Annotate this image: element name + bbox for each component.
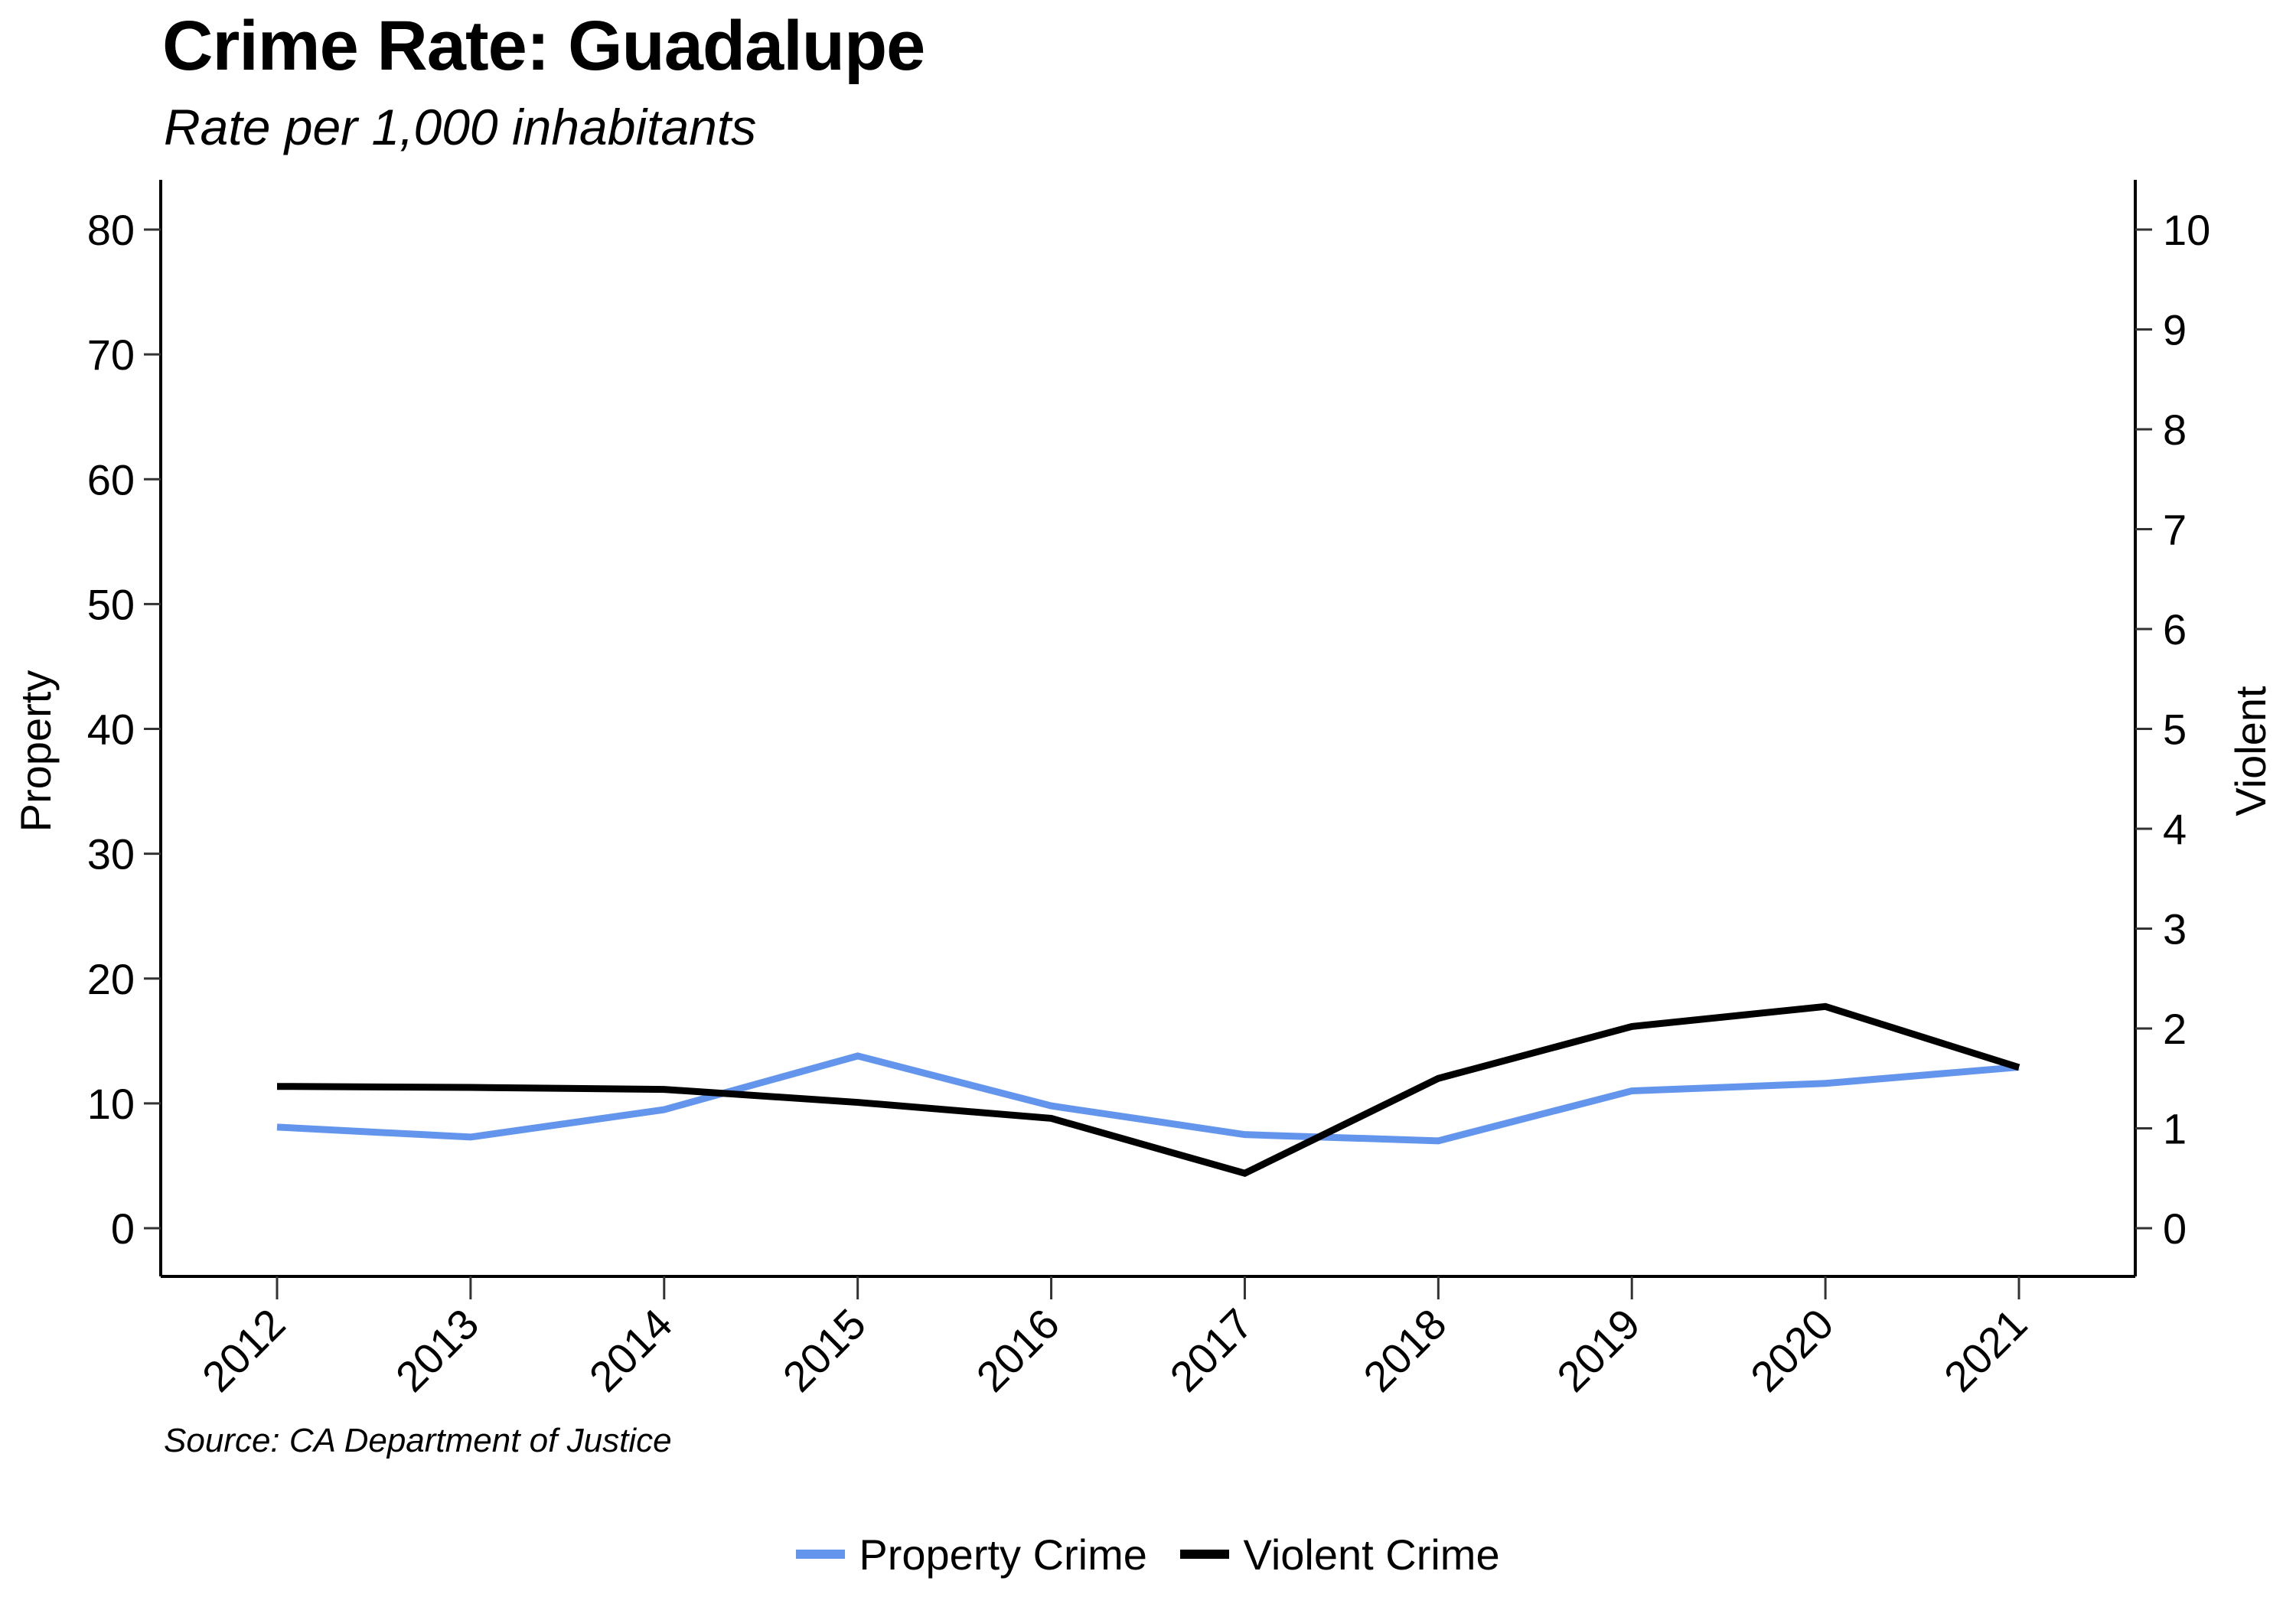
right-tick-label: 5	[2163, 706, 2187, 754]
right-tick-label: 2	[2163, 1005, 2187, 1053]
x-tick-label: 2021	[1935, 1299, 2037, 1401]
right-axis-title: Violent	[2226, 686, 2275, 817]
x-tick-label: 2020	[1741, 1299, 1843, 1401]
right-tick-label: 3	[2163, 905, 2187, 953]
legend-swatch-violent	[1180, 1550, 1230, 1559]
right-tick-label: 9	[2163, 306, 2187, 354]
axes: 0 10 20 30 40 50 60 70 80 0 1 2 3 4 5 6 7 8 9 10 2012 2013 201…	[11, 180, 2275, 1401]
left-tick-label: 0	[111, 1204, 135, 1253]
legend-swatch-property	[796, 1550, 846, 1559]
legend-label-property: Property Crime	[859, 1530, 1147, 1579]
left-tick-label: 60	[87, 455, 135, 504]
x-tick-label: 2019	[1548, 1299, 1649, 1401]
x-tick-label: 2017	[1160, 1299, 1262, 1401]
x-tick-label: 2014	[580, 1299, 682, 1401]
legend: Property Crime Violent Crime	[0, 1519, 2296, 1579]
violent-crime-line	[276, 1002, 2020, 1178]
right-tick-label: 7	[2163, 506, 2187, 554]
left-tick-label: 50	[87, 580, 135, 628]
x-tick-label: 2012	[193, 1299, 295, 1401]
right-tick-label: 1	[2163, 1105, 2187, 1153]
left-tick-label: 70	[87, 331, 135, 379]
chart-title: Crime Rate: Guadalupe	[162, 7, 925, 85]
legend-label-violent: Violent Crime	[1243, 1530, 1500, 1579]
left-tick-label: 10	[87, 1080, 135, 1128]
x-tick-label: 2013	[386, 1299, 488, 1401]
right-tick-label: 4	[2163, 805, 2187, 853]
right-tick-label: 8	[2163, 406, 2187, 454]
property-crime-line	[276, 1052, 2020, 1145]
right-tick-label: 0	[2163, 1204, 2187, 1253]
series-lines	[276, 1002, 2020, 1178]
left-tick-label: 30	[87, 830, 135, 878]
x-tick-label: 2015	[774, 1299, 876, 1401]
source-note: Source: CA Department of Justice	[164, 1422, 672, 1459]
left-tick-label: 40	[87, 706, 135, 754]
left-axis-title: Property	[11, 670, 60, 833]
x-tick-label: 2016	[967, 1299, 1068, 1401]
legend-item-property: Property Crime	[796, 1530, 1147, 1579]
chart-subtitle: Rate per 1,000 inhabitants	[164, 99, 757, 155]
left-tick-label: 80	[87, 206, 135, 254]
left-tick-label: 20	[87, 955, 135, 1003]
legend-item-violent: Violent Crime	[1180, 1530, 1500, 1579]
right-tick-label: 6	[2163, 605, 2187, 654]
right-tick-label: 10	[2163, 206, 2210, 254]
x-tick-label: 2018	[1354, 1299, 1456, 1401]
